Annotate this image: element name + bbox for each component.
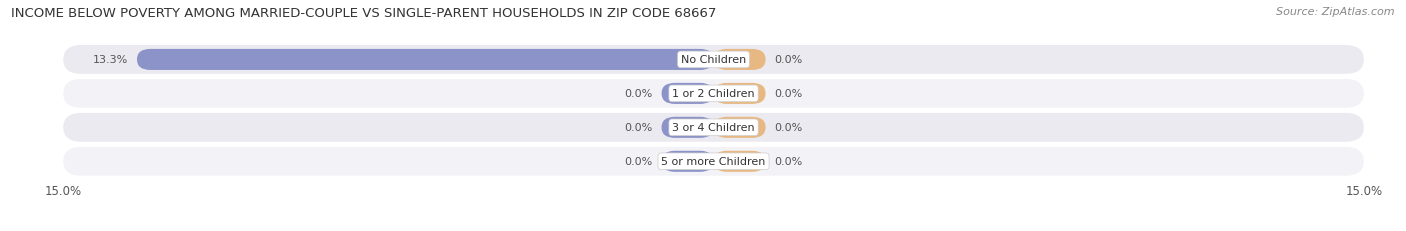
FancyBboxPatch shape (63, 147, 1364, 176)
Text: 13.3%: 13.3% (93, 55, 128, 65)
Text: 0.0%: 0.0% (624, 157, 652, 167)
Text: INCOME BELOW POVERTY AMONG MARRIED-COUPLE VS SINGLE-PARENT HOUSEHOLDS IN ZIP COD: INCOME BELOW POVERTY AMONG MARRIED-COUPL… (11, 7, 717, 20)
FancyBboxPatch shape (713, 151, 765, 172)
Text: 0.0%: 0.0% (624, 89, 652, 99)
Text: 1 or 2 Children: 1 or 2 Children (672, 89, 755, 99)
FancyBboxPatch shape (661, 151, 713, 172)
Text: 3 or 4 Children: 3 or 4 Children (672, 123, 755, 133)
Text: 0.0%: 0.0% (775, 55, 803, 65)
FancyBboxPatch shape (713, 50, 765, 71)
Text: 0.0%: 0.0% (775, 157, 803, 167)
FancyBboxPatch shape (713, 83, 765, 104)
FancyBboxPatch shape (63, 46, 1364, 75)
Text: 0.0%: 0.0% (624, 123, 652, 133)
FancyBboxPatch shape (63, 113, 1364, 142)
Text: No Children: No Children (681, 55, 747, 65)
FancyBboxPatch shape (661, 83, 713, 104)
FancyBboxPatch shape (713, 117, 765, 138)
FancyBboxPatch shape (661, 117, 713, 138)
FancyBboxPatch shape (63, 80, 1364, 108)
Text: 0.0%: 0.0% (775, 123, 803, 133)
Text: 5 or more Children: 5 or more Children (661, 157, 766, 167)
Text: Source: ZipAtlas.com: Source: ZipAtlas.com (1277, 7, 1395, 17)
Text: 0.0%: 0.0% (775, 89, 803, 99)
FancyBboxPatch shape (136, 50, 713, 71)
